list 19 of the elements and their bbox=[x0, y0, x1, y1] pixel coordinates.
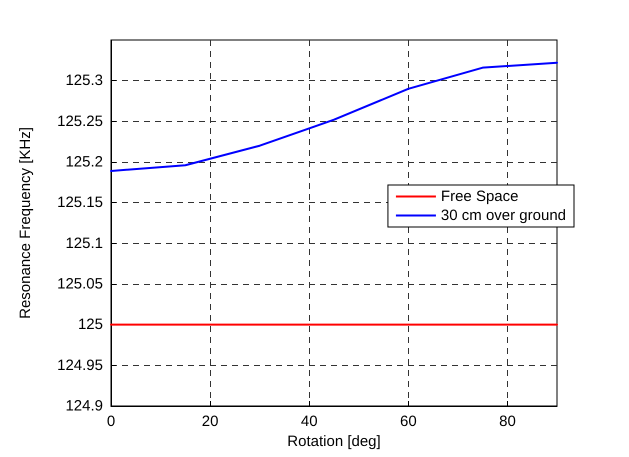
y-tick-label: 125 bbox=[78, 316, 103, 334]
y-tick-label: 125.3 bbox=[65, 72, 103, 90]
x-tick-label: 80 bbox=[499, 413, 516, 430]
y-tick-label: 125.2 bbox=[65, 154, 103, 170]
x-tick-label: 20 bbox=[202, 413, 218, 430]
y-tick-label: 125.1 bbox=[65, 234, 103, 252]
line-series bbox=[110, 62, 558, 172]
y-tick-label: 125.05 bbox=[57, 276, 103, 292]
y-tick-label: 124.9 bbox=[65, 398, 103, 414]
x-tick-label: 60 bbox=[400, 413, 417, 430]
y-tick-label: 125.25 bbox=[57, 112, 103, 130]
legend-label: Free Space bbox=[440, 188, 518, 205]
y-tick-label: 125.15 bbox=[57, 194, 103, 212]
legend-label: 30 cm over ground bbox=[440, 207, 566, 224]
y-axis-title: Resonance Frequency [KHz] bbox=[17, 127, 34, 319]
x-axis-title: Rotation [deg] bbox=[287, 432, 381, 450]
y-tick-label: 124.95 bbox=[57, 356, 103, 374]
x-tick-label: 40 bbox=[300, 413, 318, 430]
x-tick-label: 0 bbox=[106, 413, 116, 430]
